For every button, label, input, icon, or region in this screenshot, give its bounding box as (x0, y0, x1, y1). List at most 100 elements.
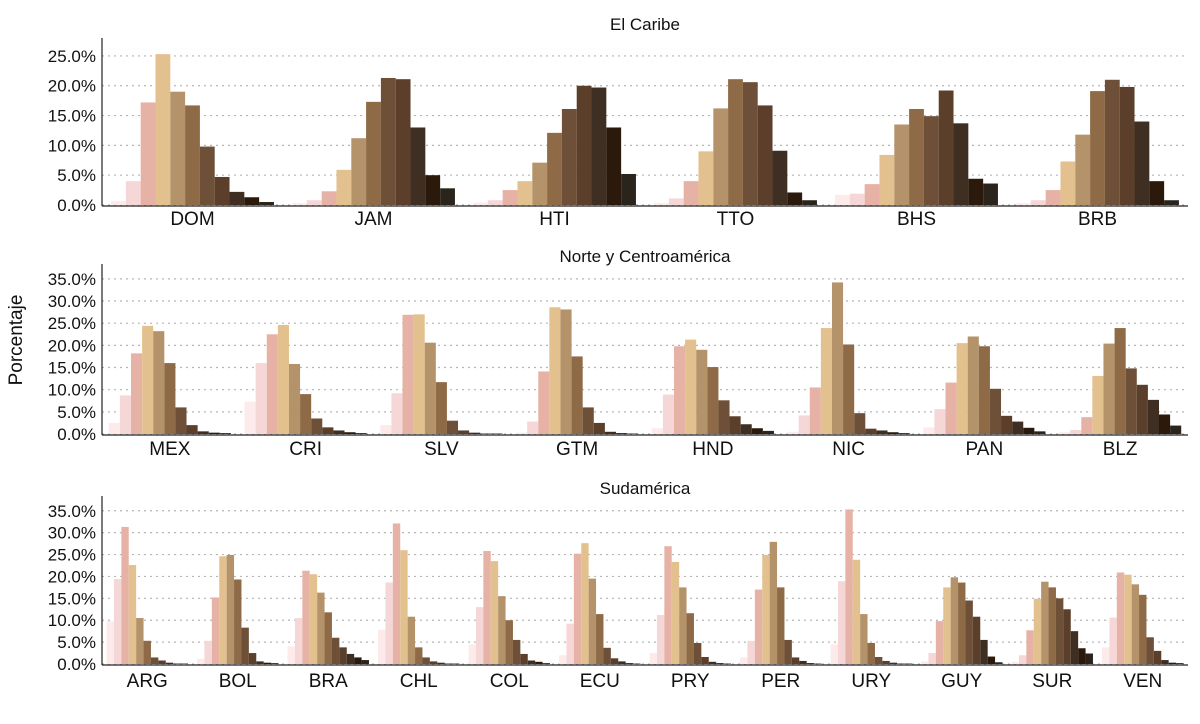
y-tick-label: 10.0% (48, 611, 96, 630)
bar-brb-2 (1030, 200, 1046, 205)
bar-ven-1 (1102, 647, 1110, 664)
bar-cri-11 (355, 433, 367, 434)
bar-arg-8 (158, 660, 166, 664)
bar-ven-2 (1109, 617, 1117, 664)
y-tick-label: 30.0% (48, 292, 96, 311)
bar-nic-1 (787, 431, 799, 434)
bar-cri-10 (344, 432, 356, 434)
bar-bra-4 (309, 574, 318, 664)
bar-jam-8 (395, 79, 411, 205)
bar-nic-6 (843, 344, 855, 434)
bar-pry-7 (693, 642, 702, 664)
bar-guy-6 (958, 582, 966, 664)
bar-blz-1 (1059, 432, 1071, 434)
bar-slv-2 (391, 393, 403, 434)
bar-col-10 (535, 661, 543, 664)
bar-jam-11 (440, 188, 455, 205)
bar-gtm-6 (571, 356, 583, 434)
bar-pry-6 (686, 613, 694, 664)
bar-arg-6 (143, 640, 151, 664)
bar-mex-3 (131, 353, 143, 434)
bar-nic-10 (887, 432, 899, 434)
bar-ury-4 (852, 559, 861, 664)
category-label: PER (761, 671, 800, 692)
bar-ury-9 (889, 662, 898, 664)
category-label: CHL (400, 671, 438, 692)
bar-gtm-8 (593, 422, 605, 434)
bar-ury-1 (830, 644, 838, 664)
bar-gtm-10 (615, 433, 628, 434)
bar-col-4 (490, 561, 499, 664)
bar-chl-7 (422, 657, 430, 664)
bar-ecu-2 (566, 623, 574, 664)
bar-pan-4 (956, 343, 968, 434)
bar-bol-8 (248, 653, 257, 664)
bar-col-11 (542, 663, 550, 664)
bar-guy-2 (928, 653, 936, 664)
bar-hnd-4 (685, 339, 697, 434)
category-label: BRA (309, 671, 348, 692)
bar-mex-10 (208, 432, 220, 434)
bar-chl-1 (378, 629, 386, 664)
bar-bol-1 (197, 658, 205, 664)
bar-sur-7 (1055, 598, 1064, 664)
bar-ecu-5 (588, 578, 597, 664)
bar-ven-6 (1139, 594, 1147, 664)
y-tick-label: 0.0% (57, 196, 96, 215)
bar-dom-8 (214, 176, 230, 205)
bar-bol-4 (219, 556, 227, 664)
bar-cri-5 (288, 363, 301, 434)
category-label: SLV (424, 439, 459, 460)
y-axis-title: Porcentaje (6, 295, 27, 386)
bar-tto-6 (728, 79, 743, 205)
bar-blz-11 (1170, 425, 1182, 434)
bar-arg-9 (165, 662, 174, 664)
bar-sur-9 (1070, 631, 1079, 664)
bar-ven-8 (1153, 650, 1162, 664)
bar-pan-7 (989, 388, 1002, 434)
bar-nic-7 (854, 413, 866, 434)
bar-arg-7 (150, 657, 159, 664)
bar-gtm-5 (560, 309, 572, 434)
bar-jam-4 (336, 169, 352, 205)
bar-tto-11 (802, 200, 817, 205)
bar-arg-1 (106, 621, 114, 664)
bar-dom-9 (229, 191, 245, 205)
y-tick-label: 15.0% (48, 359, 96, 378)
bar-pry-8 (701, 656, 709, 664)
bar-blz-9 (1147, 399, 1159, 434)
bar-sur-11 (1085, 653, 1093, 664)
bar-ecu-7 (603, 647, 611, 664)
bar-brb-5 (1075, 134, 1091, 205)
bar-hti-4 (517, 181, 533, 205)
bar-bra-2 (294, 618, 303, 664)
bar-pry-10 (716, 663, 724, 664)
bar-hti-3 (502, 190, 518, 205)
bar-chl-8 (429, 661, 438, 664)
bar-jam-10 (425, 175, 441, 205)
bar-nic-11 (898, 433, 910, 434)
bar-brb-1 (1016, 203, 1031, 205)
bar-ven-7 (1146, 637, 1154, 664)
bar-mex-8 (186, 425, 198, 434)
bar-mex-1 (108, 422, 120, 434)
bar-gtm-4 (549, 307, 561, 434)
bar-pan-9 (1012, 421, 1024, 434)
bar-blz-2 (1070, 430, 1082, 434)
category-label: BLZ (1103, 439, 1138, 460)
y-tick-label: 5.0% (57, 166, 96, 185)
bar-cri-3 (266, 334, 278, 434)
bar-tto-3 (683, 181, 699, 205)
bar-chl-6 (415, 647, 423, 664)
bar-brb-7 (1104, 79, 1120, 205)
bar-tto-2 (668, 198, 684, 205)
bar-slv-7 (446, 420, 459, 434)
bar-tto-8 (757, 105, 773, 205)
bar-bol-10 (263, 662, 272, 664)
bar-hnd-7 (718, 400, 730, 434)
bar-jam-1 (292, 203, 307, 205)
bar-cri-4 (277, 324, 289, 434)
bar-bhs-1 (835, 194, 850, 205)
bar-hti-7 (561, 108, 577, 205)
y-tick-label: 25.0% (48, 546, 96, 565)
